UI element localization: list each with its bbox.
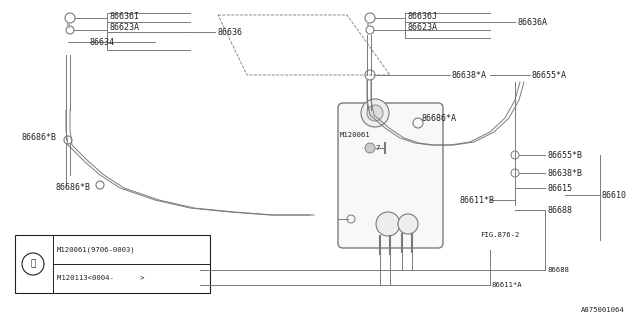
Text: 86686*B: 86686*B — [55, 182, 90, 191]
Text: 86636I: 86636I — [110, 12, 140, 20]
Text: 86655*A: 86655*A — [532, 70, 567, 79]
Text: 86638*A: 86638*A — [452, 70, 487, 79]
Text: 86638*B: 86638*B — [547, 169, 582, 178]
Text: 86623A: 86623A — [110, 22, 140, 31]
Text: 86611*A: 86611*A — [492, 282, 523, 288]
Text: 86611*B: 86611*B — [460, 196, 495, 204]
Circle shape — [398, 214, 418, 234]
Text: 86686*A: 86686*A — [422, 114, 457, 123]
Bar — [15, 235, 210, 293]
FancyBboxPatch shape — [338, 103, 443, 248]
Text: M120113<0004-      >: M120113<0004- > — [57, 276, 145, 282]
Text: 86686*B: 86686*B — [22, 132, 57, 141]
Text: 86688: 86688 — [547, 205, 572, 214]
Text: A875001064: A875001064 — [581, 307, 625, 313]
Text: FIG.876-2: FIG.876-2 — [480, 232, 520, 238]
Text: M120061: M120061 — [340, 132, 371, 138]
Text: M120061(9706-0003): M120061(9706-0003) — [57, 246, 136, 253]
Text: 86636: 86636 — [217, 28, 242, 36]
Circle shape — [376, 212, 400, 236]
Text: 86688: 86688 — [547, 267, 569, 273]
Text: 86655*B: 86655*B — [547, 150, 582, 159]
Text: 86623A: 86623A — [408, 22, 438, 31]
Text: 86634: 86634 — [90, 37, 115, 46]
Text: 86636J: 86636J — [408, 12, 438, 20]
Text: ①: ① — [30, 260, 36, 268]
Circle shape — [367, 105, 383, 121]
Text: 7: 7 — [375, 145, 380, 151]
Text: 86615: 86615 — [547, 183, 572, 193]
Text: 86636A: 86636A — [517, 18, 547, 27]
Circle shape — [365, 143, 375, 153]
Circle shape — [361, 99, 389, 127]
Text: 86610: 86610 — [602, 190, 627, 199]
